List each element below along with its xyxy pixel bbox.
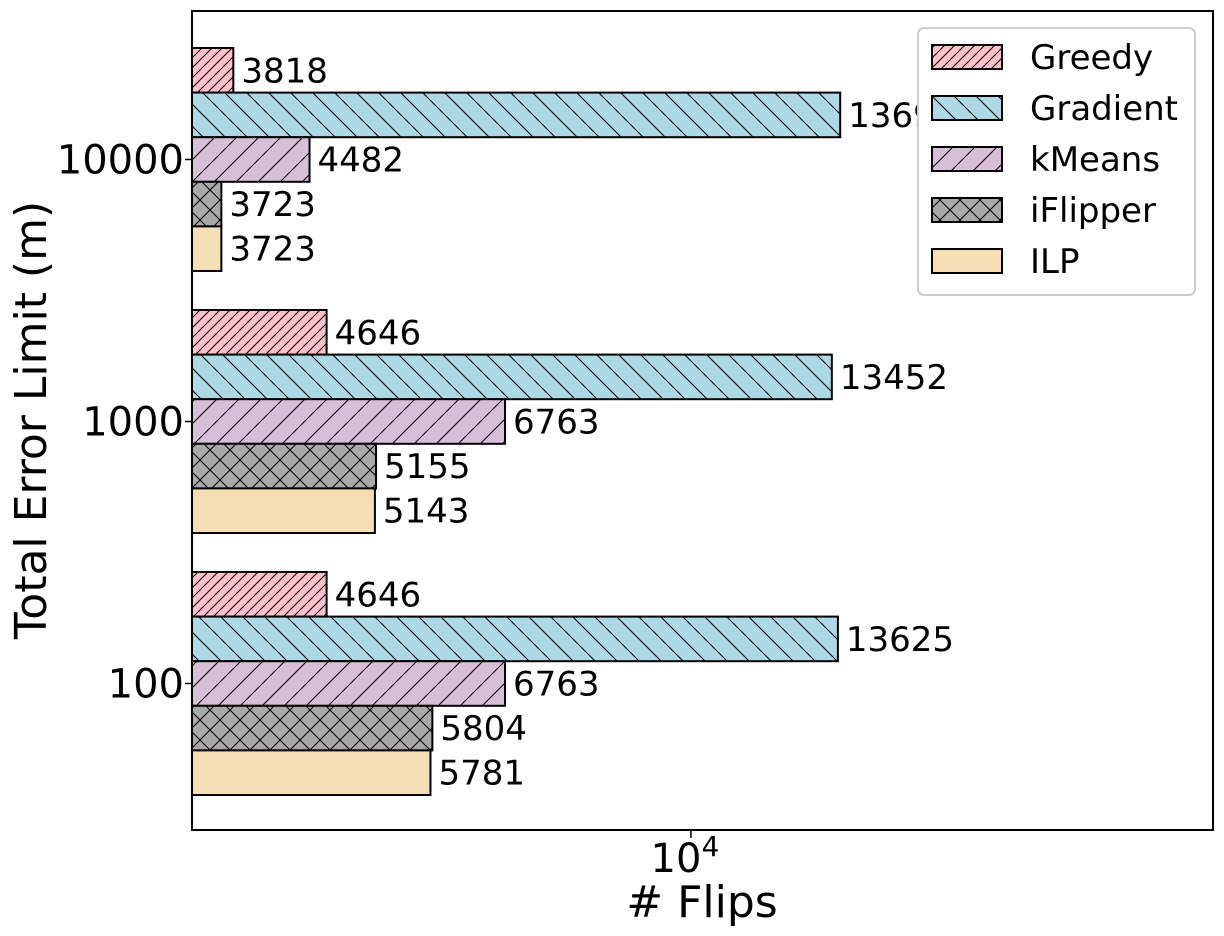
- bar-hatch: [192, 354, 832, 400]
- bar-hatch: [192, 399, 506, 444]
- legend-label: iFlipper: [1030, 191, 1156, 231]
- bar-hatch: [192, 443, 377, 489]
- bar-value-label: 13452: [840, 358, 948, 398]
- bar-greedy-1000: [191, 309, 328, 356]
- axes-layer: 10000 1000 100 104: [57, 10, 1214, 882]
- y-tick-label: 100: [108, 662, 184, 708]
- bar-hatch: [192, 616, 838, 662]
- y-tick-label: 1000: [82, 400, 184, 446]
- bar-kmeans-100: [191, 660, 507, 707]
- bar-value-label: 5143: [383, 492, 470, 532]
- plot-frame: [191, 10, 1214, 831]
- bar-value-label: 5804: [440, 709, 527, 749]
- bars-layer: [191, 47, 842, 797]
- bar-value-label: 3818: [241, 51, 328, 91]
- legend-swatch-outline: [931, 95, 1003, 121]
- bar-hatch: [192, 137, 310, 182]
- y-tick-label: 10000: [57, 138, 184, 184]
- x-tick-label: 104: [651, 830, 720, 882]
- bar-hatch: [192, 181, 222, 227]
- bar-fill: [192, 226, 222, 271]
- legend-item-iflipper: iFlipper: [931, 191, 1156, 231]
- bar-iflipper-1000: [191, 442, 378, 490]
- legend-label: Gradient: [1030, 89, 1178, 129]
- legend-swatch: [932, 249, 1002, 273]
- bar-fill: [192, 488, 375, 533]
- bar-iflipper-100: [191, 704, 434, 752]
- legend-swatch-hatch: [932, 147, 1002, 171]
- legend-swatch-hatch: [932, 45, 1002, 69]
- bar-hatch: [192, 661, 506, 706]
- bar-gradient-1000: [191, 353, 833, 401]
- bar-kmeans-10000: [191, 136, 311, 183]
- bar-ilp-10000: [191, 225, 223, 272]
- legend-swatch-hatch: [932, 198, 1002, 222]
- bar-gradient-100: [191, 615, 839, 663]
- legend-swatch-outline: [931, 146, 1003, 172]
- bar-iflipper-10000: [191, 180, 223, 228]
- bar-value-label: 5781: [438, 754, 525, 794]
- legend-label: ILP: [1030, 242, 1079, 282]
- bar-hatch: [192, 310, 327, 355]
- bar-value-label: 3723: [229, 230, 316, 270]
- bar-value-label: 3723: [229, 185, 316, 225]
- bar-value-label: 4482: [318, 141, 405, 181]
- legend-item-gradient: Gradient: [931, 89, 1178, 129]
- bar-greedy-100: [191, 571, 328, 618]
- legend-item-kmeans: kMeans: [931, 140, 1160, 180]
- legend-item-ilp: ILP: [931, 242, 1079, 282]
- legend-item-greedy: Greedy: [931, 38, 1153, 78]
- bar-value-label: 13625: [846, 620, 954, 660]
- legend-swatch-hatch: [932, 96, 1002, 120]
- bar-value-label: 6763: [513, 403, 600, 443]
- bar-kmeans-1000: [191, 398, 507, 445]
- bar-value-label: 4646: [335, 313, 422, 353]
- bar-fill: [192, 750, 431, 795]
- bar-ilp-100: [191, 749, 432, 797]
- legend: Greedy Gradient kMeans iFlipper ILP: [917, 27, 1196, 296]
- bar-hatch: [192, 48, 234, 93]
- bar-gradient-10000: [191, 91, 842, 139]
- legend-swatch-outline: [931, 248, 1003, 274]
- bar-hatch: [192, 572, 327, 617]
- legend-frame: [917, 27, 1196, 296]
- legend-label: kMeans: [1030, 140, 1160, 180]
- legend-label: Greedy: [1030, 38, 1153, 78]
- bar-value-label: 5155: [384, 447, 471, 487]
- legend-swatch-outline: [931, 44, 1003, 70]
- bar-value-label: 4646: [335, 575, 422, 615]
- legend-swatch-outline: [931, 197, 1003, 223]
- bar-greedy-10000: [191, 47, 235, 94]
- bar-labels-layer: 3818136914482372337234646134526763515551…: [229, 51, 956, 793]
- bar-ilp-1000: [191, 487, 376, 534]
- x-axis-label: # Flips: [626, 877, 777, 928]
- bar-hatch: [192, 705, 433, 751]
- bar-hatch: [192, 92, 841, 138]
- bar-value-label: 6763: [513, 665, 600, 705]
- y-axis-label: Total Error Limit (m): [6, 201, 57, 640]
